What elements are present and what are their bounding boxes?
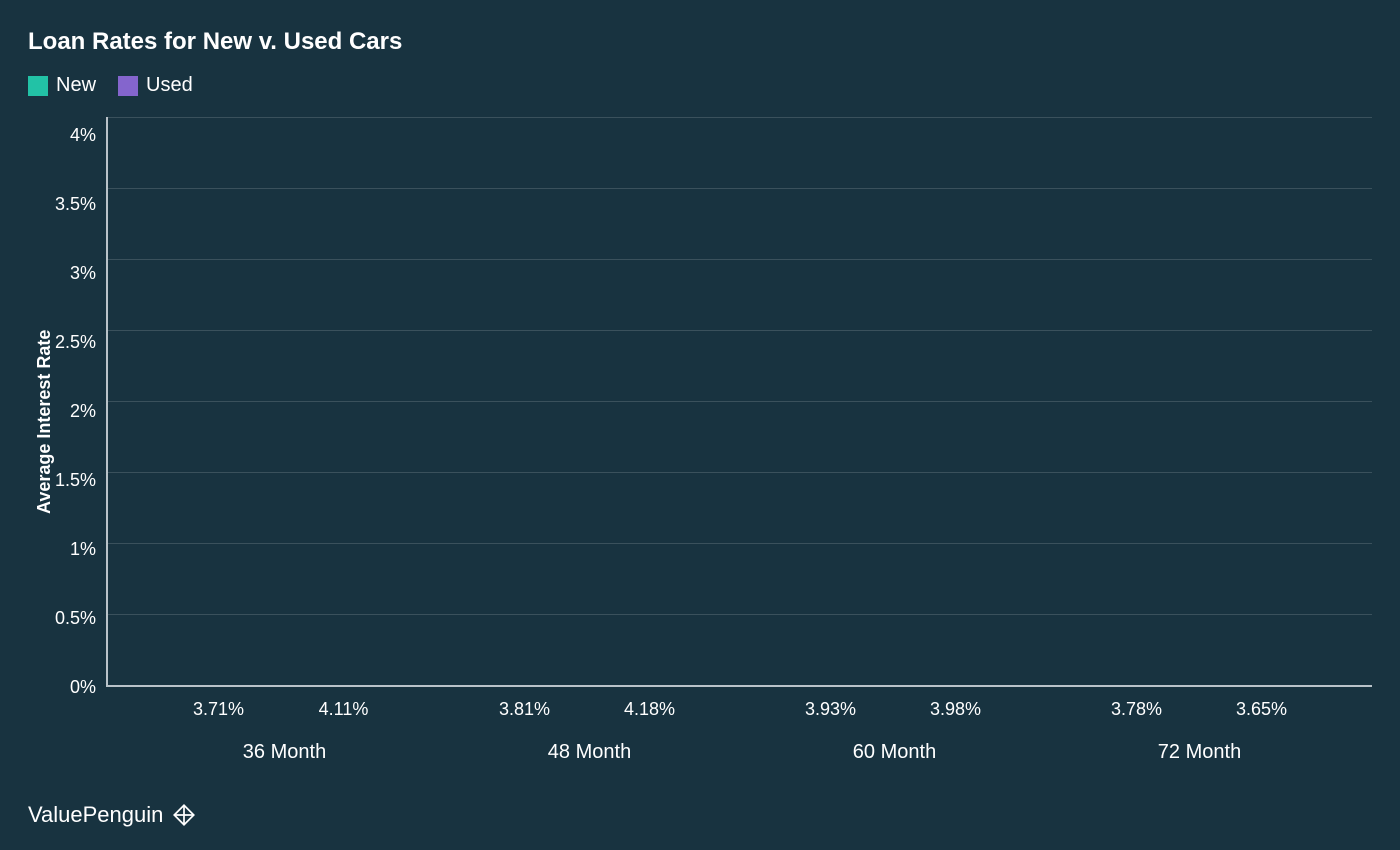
bar-value-label: 4.11%	[319, 699, 369, 720]
chart-container: Loan Rates for New v. Used Cars New Used…	[0, 0, 1400, 850]
bar-value-label: 3.93%	[805, 699, 856, 720]
y-tick: 3%	[70, 264, 96, 282]
y-tick: 1.5%	[55, 471, 96, 489]
y-tick: 2%	[70, 402, 96, 420]
bar-value-label: 3.65%	[1236, 699, 1287, 720]
y-tick: 1%	[70, 540, 96, 558]
legend-label-used: Used	[146, 74, 193, 97]
y-axis: 4%3.5%3%2.5%2%1.5%1%0.5%0%	[55, 117, 106, 687]
plot-area: 3.71%4.11%3.81%4.18%3.93%3.98%3.78%3.65%	[106, 117, 1372, 687]
bars-row: 3.71%4.11%3.81%4.18%3.93%3.98%3.78%3.65%	[108, 117, 1372, 685]
footer-brand: ValuePenguin	[28, 802, 197, 828]
bar-value-label: 3.71%	[193, 699, 244, 720]
y-tick: 0%	[70, 678, 96, 696]
bar-value-label: 3.78%	[1111, 699, 1162, 720]
legend-item-new: New	[28, 74, 96, 97]
legend-swatch-used	[118, 76, 138, 96]
bar-value-label: 3.81%	[499, 699, 550, 720]
legend-swatch-new	[28, 76, 48, 96]
y-tick: 3.5%	[55, 195, 96, 213]
legend-label-new: New	[56, 74, 96, 97]
brand-label: ValuePenguin	[28, 802, 163, 828]
y-tick: 2.5%	[55, 333, 96, 351]
x-tick: 36 Month	[145, 741, 425, 764]
y-axis-label: Average Interest Rate	[28, 117, 55, 727]
x-axis: 36 Month 48 Month 60 Month 72 Month	[112, 727, 1372, 764]
y-tick: 4%	[70, 126, 96, 144]
legend: New Used	[28, 74, 1372, 97]
bar-value-label: 3.98%	[930, 699, 981, 720]
x-axis-wrapper: 36 Month 48 Month 60 Month 72 Month	[54, 727, 1372, 764]
x-tick: 60 Month	[755, 741, 1035, 764]
plot-wrapper: Average Interest Rate 4% 3.5% 3% 2.5% 2% 1.5%…	[28, 117, 1372, 727]
x-tick: 72 Month	[1060, 741, 1340, 764]
legend-item-used: Used	[118, 74, 193, 97]
x-tick: 48 Month	[450, 741, 730, 764]
chart-title: Loan Rates for New v. Used Cars	[28, 28, 1372, 56]
penguin-icon	[171, 802, 197, 828]
bar-value-label: 4.18%	[624, 699, 675, 720]
y-tick: 0.5%	[55, 609, 96, 627]
